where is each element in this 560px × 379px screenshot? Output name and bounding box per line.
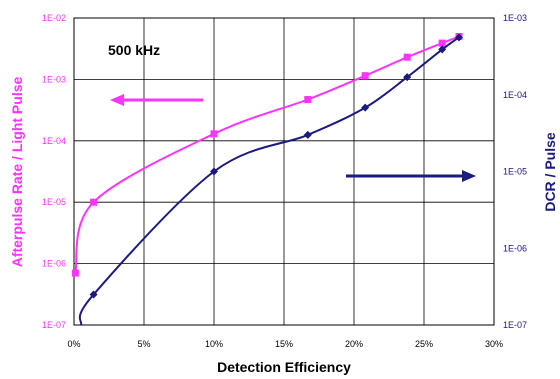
right-y-tick-labels: 1E-03 1E-04 1E-05 1E-06 1E-07 bbox=[503, 13, 527, 330]
x-tick-label: 25% bbox=[415, 339, 433, 349]
afterpulse-point bbox=[210, 130, 218, 138]
left-y-tick-label: 1E-03 bbox=[42, 74, 66, 84]
left-y-tick-label: 1E-05 bbox=[42, 197, 66, 207]
left-y-tick-label: 1E-04 bbox=[42, 136, 66, 146]
arrows-layer bbox=[110, 94, 476, 182]
afterpulse-point bbox=[403, 53, 411, 61]
dcr-point bbox=[210, 167, 218, 176]
dcr-point bbox=[361, 103, 370, 112]
x-tick-label: 15% bbox=[275, 339, 293, 349]
dcr-point bbox=[303, 130, 312, 139]
x-tick-labels: 0% 5% 10% 15% 20% 25% 30% bbox=[67, 339, 503, 349]
afterpulse-point bbox=[90, 198, 98, 206]
dcr-point bbox=[403, 73, 412, 82]
right-y-tick-label: 1E-04 bbox=[503, 90, 527, 100]
right-y-axis-title: DCR / Pulse bbox=[542, 132, 558, 212]
annotation-frequency: 500 kHz bbox=[108, 42, 160, 58]
left-axis-arrowhead bbox=[110, 94, 124, 106]
x-axis-title: Detection Efficiency bbox=[217, 359, 351, 375]
x-tick-label: 20% bbox=[345, 339, 363, 349]
left-y-tick-label: 1E-07 bbox=[42, 320, 66, 330]
dcr-point bbox=[455, 33, 463, 42]
left-y-tick-labels: 1E-02 1E-03 1E-04 1E-05 1E-06 1E-07 bbox=[42, 13, 66, 330]
afterpulse-point bbox=[361, 72, 369, 80]
x-tick-label: 10% bbox=[205, 339, 223, 349]
plot-border bbox=[73, 17, 495, 326]
right-y-tick-label: 1E-05 bbox=[503, 167, 527, 177]
afterpulse-point bbox=[438, 39, 446, 47]
x-tick-label: 30% bbox=[485, 339, 503, 349]
left-y-tick-label: 1E-06 bbox=[42, 259, 66, 269]
series-layer bbox=[71, 32, 463, 326]
right-axis-arrowhead bbox=[462, 170, 476, 182]
right-y-tick-label: 1E-07 bbox=[503, 320, 527, 330]
dcr-point bbox=[89, 290, 98, 299]
left-y-axis-title: Afterpulse Rate / Light Pulse bbox=[9, 76, 25, 267]
x-tick-label: 5% bbox=[137, 339, 150, 349]
right-y-tick-label: 1E-03 bbox=[503, 13, 527, 23]
dcr-point bbox=[438, 45, 447, 54]
x-tick-label: 0% bbox=[67, 339, 80, 349]
afterpulse-point bbox=[71, 269, 79, 277]
afterpulse-point bbox=[304, 96, 312, 104]
left-y-tick-label: 1E-02 bbox=[42, 13, 66, 23]
right-y-tick-label: 1E-06 bbox=[503, 243, 527, 253]
